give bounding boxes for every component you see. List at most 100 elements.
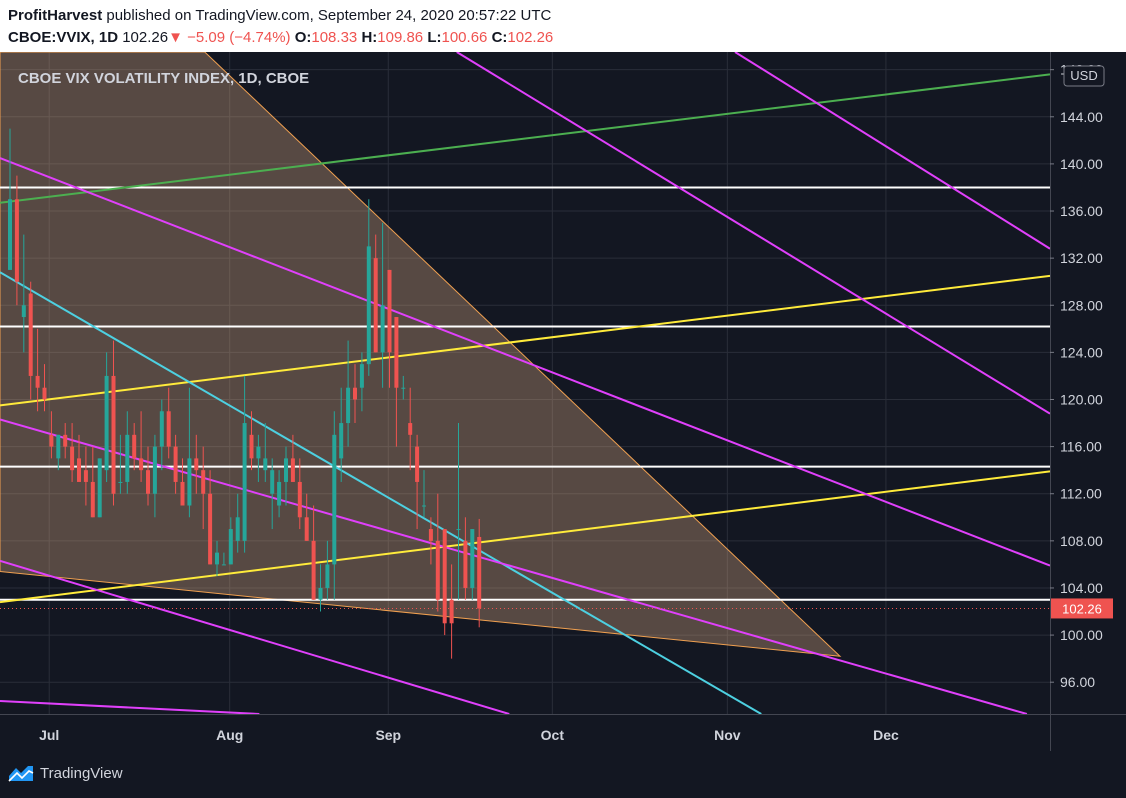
- trendline-yellow-1: [0, 274, 1050, 407]
- candle-body-18: [132, 434, 137, 459]
- open-value: 108.33: [311, 29, 358, 46]
- candle-45: [318, 564, 323, 612]
- candle-body-47: [332, 434, 337, 565]
- price-tick-1: 100.00: [1060, 627, 1103, 643]
- trendline-magenta-5: [0, 418, 1028, 714]
- candle-50: [353, 364, 357, 424]
- publish-header: ProfitHarvest published on TradingView.c…: [0, 0, 1126, 52]
- candle-47: [332, 411, 337, 600]
- candle-28: [201, 446, 206, 530]
- candle-26: [187, 387, 192, 518]
- price-tick-10: 136.00: [1060, 203, 1103, 219]
- candle-body-19: [139, 458, 144, 471]
- candle-body-55: [387, 269, 392, 353]
- candle-40: [284, 446, 288, 506]
- candle-body-68: [477, 536, 482, 609]
- candle-31: [221, 552, 226, 566]
- candle-34: [242, 375, 247, 553]
- low-value: 100.66: [441, 29, 488, 46]
- candle-body-39: [277, 481, 282, 506]
- price-tick-8: 128.00: [1060, 297, 1103, 313]
- author-name[interactable]: ProfitHarvest: [8, 7, 103, 24]
- candle-body-15: [111, 375, 116, 494]
- candle-body-3: [28, 293, 33, 376]
- candle-43: [304, 493, 309, 541]
- candle-body-50: [353, 387, 357, 400]
- candle-body-28: [201, 470, 206, 494]
- candle-36: [256, 434, 261, 482]
- horizontal-levels: [0, 186, 1050, 601]
- candle-44: [311, 505, 316, 600]
- candle-24: [173, 434, 178, 494]
- candle-15: [111, 340, 116, 506]
- candle-body-48: [339, 423, 344, 459]
- last-price-label: 102.26: [1062, 601, 1102, 616]
- candle-55: [387, 269, 392, 388]
- candle-body-9: [70, 446, 75, 471]
- candle-62: [435, 493, 440, 612]
- candle-38: [270, 458, 275, 530]
- candle-65: [456, 423, 461, 600]
- candle-body-58: [408, 423, 413, 435]
- candle-body-57: [401, 387, 406, 389]
- candle-68: [477, 518, 482, 628]
- trendline-magenta-4: [0, 157, 1050, 567]
- time-tick-sep: Sep: [375, 727, 401, 743]
- candle-7: [56, 434, 61, 471]
- candle-12: [90, 446, 95, 518]
- candle-10: [77, 434, 81, 482]
- candle-body-22: [159, 411, 164, 447]
- candle-body-21: [152, 446, 157, 494]
- trendlines: [0, 52, 1050, 714]
- candle-48: [339, 387, 344, 482]
- close-label: C:: [491, 29, 508, 46]
- trendline-magenta-6: [0, 559, 510, 714]
- candle-5: [42, 364, 47, 412]
- candle-body-13: [97, 458, 102, 518]
- currency-label: USD: [1070, 68, 1097, 83]
- candle-body-44: [311, 540, 316, 600]
- candle-body-35: [249, 434, 254, 459]
- candle-16: [118, 434, 123, 494]
- candle-body-62: [435, 540, 440, 600]
- last-price-badge: 102.26: [1051, 598, 1113, 619]
- candle-20: [146, 446, 150, 506]
- candle-13: [97, 458, 102, 518]
- price-tick-7: 124.00: [1060, 344, 1103, 360]
- time-tick-oct: Oct: [541, 727, 565, 743]
- candle-body-20: [146, 470, 150, 494]
- time-axis[interactable]: Jul Aug Sep Oct Nov Dec: [39, 727, 899, 743]
- candle-64: [449, 564, 454, 659]
- candle-body-10: [77, 458, 81, 482]
- candle-body-14: [104, 375, 109, 471]
- time-tick-dec: Dec: [873, 727, 899, 743]
- candle-body-54: [380, 305, 385, 353]
- candle-body-40: [284, 458, 288, 482]
- price-chart[interactable]: 96.00 100.00 104.00 108.00 112.00 116.00 120.0…: [0, 52, 1126, 751]
- price-tick-9: 132.00: [1060, 250, 1103, 266]
- currency-badge: USD: [1063, 65, 1105, 87]
- candle-body-34: [242, 423, 247, 541]
- candle-body-26: [187, 458, 192, 506]
- tradingview-logo[interactable]: TradingView: [8, 764, 123, 782]
- candle-body-8: [63, 434, 68, 447]
- price-tick-2: 104.00: [1060, 580, 1103, 596]
- down-arrow-icon: ▼: [168, 29, 183, 46]
- candle-body-52: [366, 246, 371, 365]
- price-tick-4: 112.00: [1060, 486, 1102, 502]
- candle-22: [159, 399, 164, 471]
- candle-body-51: [359, 364, 364, 388]
- candle-9: [70, 423, 75, 482]
- candle-body-56: [394, 317, 399, 388]
- candle-0: [8, 128, 12, 270]
- candle-body-7: [56, 434, 61, 459]
- candle-body-43: [304, 517, 309, 541]
- candle-body-6: [49, 434, 54, 447]
- candle-29: [208, 470, 213, 565]
- candle-body-33: [235, 517, 240, 541]
- candle-body-5: [42, 387, 47, 400]
- trendline-magenta-7: [0, 700, 260, 714]
- candle-body-38: [270, 470, 275, 494]
- tradingview-logo-icon: [8, 766, 34, 782]
- candle-body-65: [456, 529, 461, 531]
